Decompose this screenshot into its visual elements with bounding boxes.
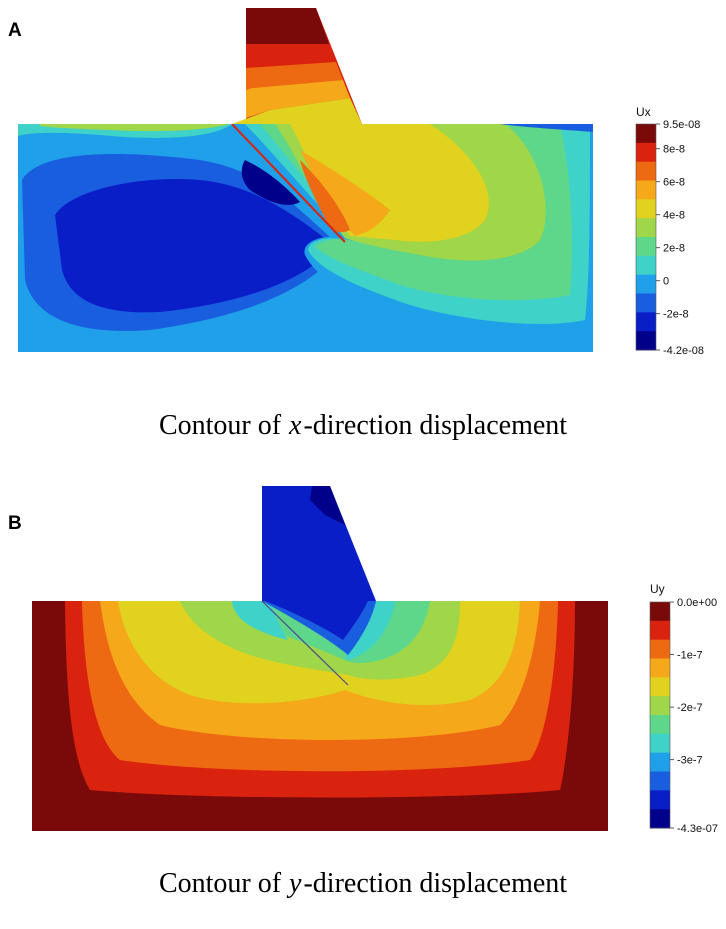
panel-a-colorbar-tick-label: 9.5e-08: [663, 119, 700, 131]
panel-a-colorbar-swatch: [636, 255, 656, 276]
panel-b-caption: Contour of y-direction displacement: [0, 868, 726, 900]
panel-a-label: A: [8, 20, 22, 41]
panel-a-colorbar-swatch: [636, 274, 656, 294]
panel-a-colorbar-swatch: [636, 237, 656, 257]
panel-b-caption-variable: y: [289, 868, 302, 899]
panel-a-colorbar-swatch: [636, 331, 656, 351]
panel-b-caption-prefix: Contour of: [158, 868, 282, 899]
panel-a-caption-rest: -direction displacement: [303, 410, 568, 441]
panel-a-foundation: [18, 124, 593, 352]
panel-a-colorbar-swatch: [636, 124, 656, 144]
panel-a-dam-body: [232, 8, 362, 124]
panel-b-label: B: [8, 513, 22, 534]
colorbar-a-frame: [635, 123, 657, 351]
found-a-top-right-strip: [500, 124, 593, 132]
panel-a-colorbar-tick-label: -4.2e-08: [663, 345, 704, 357]
panel-b-caption-rest: -direction displacement: [303, 868, 568, 899]
panel-a-colorbar-swatch: [636, 312, 656, 332]
panel-a-colorbar-tick-label: 8e-8: [663, 144, 685, 156]
panel-a-colorbar-swatch: [636, 161, 656, 181]
colorbar-a-ticks: 9.5e-08 8e-8 6e-8 4e-8 2e-8 0 -2e-8 -4.2e-08: [656, 119, 704, 357]
found-a-right-band-5: [300, 150, 390, 236]
colorbar-a-title: Ux: [636, 105, 651, 119]
panel-a-colorbar-swatch: [636, 180, 656, 200]
dam-a-band-2: [246, 44, 336, 68]
panel-a-colorbar-tick-label: -2e-8: [663, 309, 689, 321]
panel-a-caption-variable: x: [289, 410, 302, 441]
found-a-left-band-2: [55, 179, 333, 313]
dam-a-band-5: [232, 98, 362, 124]
panel-a-colorbar: Ux 9.5e-08 8e-8 6e-8 4e-8 2e-8 0 -2e-8 -4.2e-08: [635, 105, 704, 357]
panel-a-colorbar-tick-label: 2e-8: [663, 243, 685, 255]
colorbar-a-swatches: [636, 124, 656, 351]
dam-a-band-4: [246, 80, 350, 118]
found-a-left-core: [241, 160, 300, 205]
panel-a-colorbar-tick-label: 6e-8: [663, 177, 685, 189]
panel-a-colorbar-tick-label: 0: [663, 276, 669, 288]
dam-a-band-top: [246, 8, 329, 44]
found-a-right-band-6: [300, 160, 350, 233]
panel-a-colorbar-swatch: [636, 293, 656, 313]
panel-a-colorbar-swatch: [636, 218, 656, 238]
panel-a-colorbar-swatch: [636, 142, 656, 163]
dam-a-band-3: [246, 62, 343, 90]
crack-a-line: [231, 124, 346, 243]
panel-a-colorbar-tick-label: 4e-8: [663, 210, 685, 222]
panel-a-colorbar-swatch: [636, 199, 656, 219]
found-a-top-left-band-2: [40, 124, 230, 132]
panel-a-caption-prefix: Contour of: [158, 410, 282, 441]
panel-a-caption: Contour of x-direction displacement: [0, 410, 726, 442]
